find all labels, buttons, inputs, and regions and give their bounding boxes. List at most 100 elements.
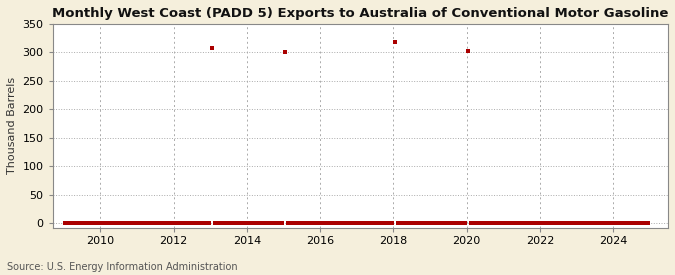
- Point: [148, 221, 159, 226]
- Point: [545, 220, 556, 225]
- Point: [408, 220, 418, 225]
- Point: [405, 220, 416, 225]
- Point: [185, 221, 196, 226]
- Point: [460, 220, 470, 225]
- Point: [63, 221, 74, 226]
- Point: [475, 221, 486, 226]
- Point: [359, 220, 370, 225]
- Point: [456, 220, 467, 225]
- Point: [610, 221, 620, 226]
- Point: [600, 221, 611, 226]
- Point: [603, 221, 614, 226]
- Point: [414, 220, 425, 225]
- Point: [389, 39, 400, 44]
- Point: [237, 220, 248, 225]
- Point: [322, 220, 333, 225]
- Point: [325, 220, 336, 225]
- Point: [448, 220, 458, 225]
- Point: [115, 221, 126, 226]
- Point: [117, 221, 128, 226]
- Text: Source: U.S. Energy Information Administration: Source: U.S. Energy Information Administ…: [7, 262, 238, 272]
- Point: [319, 220, 330, 225]
- Point: [258, 220, 269, 225]
- Point: [121, 221, 132, 226]
- Point: [618, 220, 629, 225]
- Point: [139, 221, 150, 226]
- Point: [637, 220, 647, 225]
- Point: [612, 220, 623, 225]
- Point: [362, 220, 373, 225]
- Point: [105, 221, 116, 226]
- Point: [289, 220, 300, 225]
- Point: [353, 220, 364, 225]
- Point: [493, 221, 504, 226]
- Point: [307, 220, 318, 225]
- Point: [591, 221, 601, 226]
- Point: [368, 220, 379, 225]
- Point: [234, 220, 244, 225]
- Point: [265, 220, 275, 225]
- Point: [524, 220, 535, 225]
- Point: [157, 221, 168, 226]
- Point: [539, 220, 550, 225]
- Point: [514, 221, 525, 226]
- Point: [341, 220, 352, 225]
- Point: [246, 220, 256, 225]
- Point: [99, 221, 110, 226]
- Point: [420, 220, 431, 225]
- Point: [429, 220, 440, 225]
- Point: [572, 221, 583, 226]
- Point: [350, 220, 360, 225]
- Point: [588, 221, 599, 226]
- Point: [215, 220, 226, 225]
- Point: [133, 221, 144, 226]
- Point: [643, 220, 653, 225]
- Point: [558, 220, 568, 225]
- Point: [402, 220, 412, 225]
- Point: [496, 221, 507, 226]
- Point: [356, 220, 367, 225]
- Point: [252, 220, 263, 225]
- Point: [560, 220, 571, 225]
- Point: [69, 221, 80, 226]
- Point: [286, 220, 296, 225]
- Point: [97, 221, 107, 226]
- Point: [225, 220, 236, 225]
- Y-axis label: Thousand Barrels: Thousand Barrels: [7, 77, 17, 174]
- Point: [298, 220, 308, 225]
- Point: [243, 220, 254, 225]
- Point: [209, 220, 220, 225]
- Point: [481, 221, 492, 226]
- Point: [536, 220, 547, 225]
- Point: [182, 221, 192, 226]
- Point: [310, 220, 321, 225]
- Point: [331, 220, 342, 225]
- Point: [374, 220, 385, 225]
- Point: [130, 221, 141, 226]
- Point: [432, 220, 443, 225]
- Point: [399, 220, 410, 225]
- Point: [542, 220, 553, 225]
- Point: [450, 220, 461, 225]
- Point: [371, 220, 382, 225]
- Point: [267, 220, 278, 225]
- Point: [176, 220, 186, 225]
- Point: [551, 220, 562, 225]
- Point: [271, 220, 281, 225]
- Point: [533, 220, 544, 225]
- Point: [188, 221, 198, 226]
- Point: [173, 220, 184, 225]
- Point: [169, 221, 180, 226]
- Point: [124, 220, 135, 225]
- Point: [87, 221, 98, 226]
- Point: [383, 220, 394, 225]
- Point: [227, 220, 238, 225]
- Point: [219, 220, 230, 225]
- Point: [313, 220, 324, 225]
- Point: [145, 221, 156, 226]
- Point: [377, 220, 388, 225]
- Point: [163, 221, 174, 226]
- Point: [155, 221, 165, 226]
- Point: [526, 220, 537, 225]
- Point: [207, 46, 217, 50]
